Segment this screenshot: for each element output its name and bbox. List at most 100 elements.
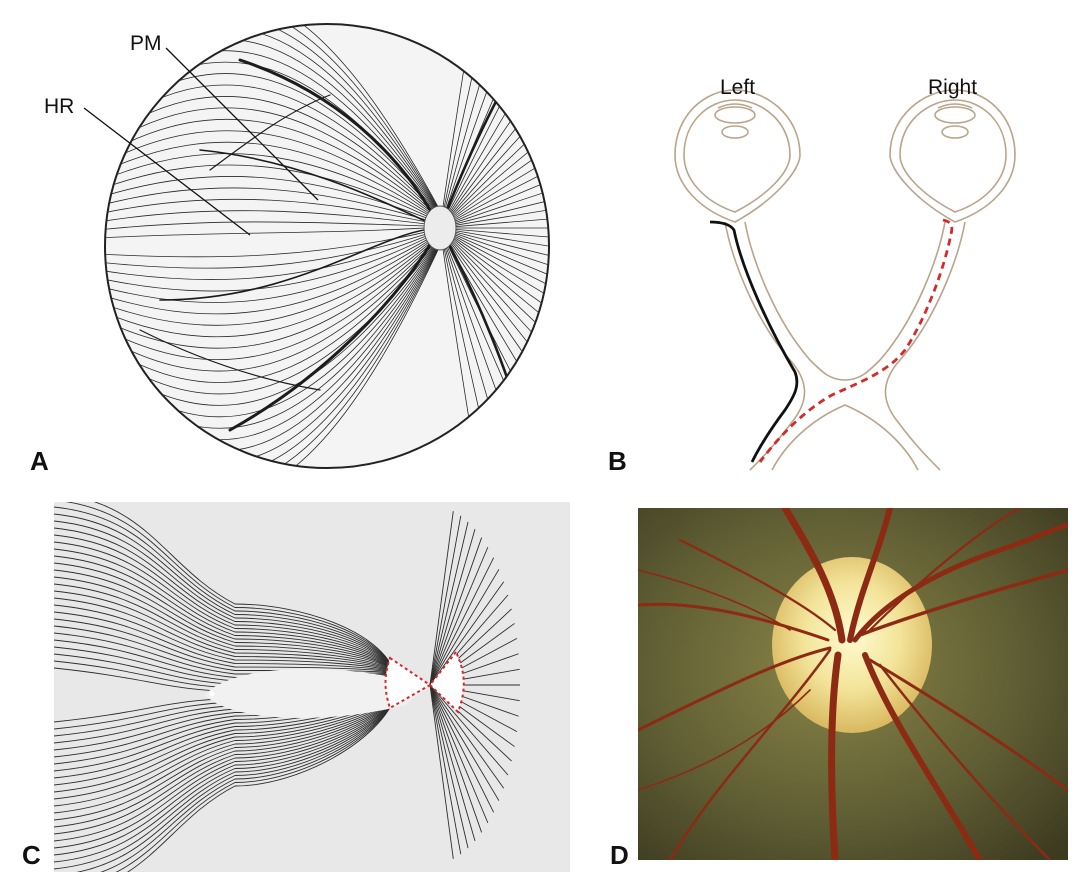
panel-d: D [580,490,1086,884]
hr-leader-line [83,107,251,236]
nerve-fiber [105,236,441,372]
nerve-fiber [429,684,469,849]
nerve-fiber [429,684,454,859]
panel-b: Left Right B [560,0,1086,480]
fundus-photo [638,508,1068,860]
fovea-dot [209,691,215,697]
nerve-fiber [439,227,549,389]
nerve-fiber [54,590,396,674]
nerve-fiber [64,502,396,674]
nerve-fiber [429,684,500,801]
nerve-fiber [54,583,396,674]
nerve-fiber [54,569,396,674]
nerve-fiber [54,527,396,674]
fundus-fiber-drawing [83,23,550,469]
optic-disc [423,205,457,251]
retinal-vessel [159,227,441,301]
nerve-fiber [105,210,441,226]
optic-disc-photo [772,557,932,733]
nerve-fiber [439,227,549,277]
nerve-fiber [429,528,476,686]
nerve-fiber [105,233,441,326]
nerve-fiber [54,696,396,814]
chiasm-diagram [674,89,1016,471]
nerve-fiber [439,164,549,229]
hr-label: HR [44,95,75,118]
nerve-fiber [105,164,441,223]
panel-c: C [0,490,580,884]
nerve-fiber [105,231,441,303]
nerve-fiber [54,696,396,835]
nerve-fiber [54,696,396,849]
right-eye [889,89,1016,223]
nerve-fiber [54,513,396,674]
retinal-vessel [209,94,331,171]
left-fiber-path [709,220,799,463]
retinal-vessels [638,508,1068,860]
nerve-fiber [439,227,549,364]
retinal-vessel [139,329,321,391]
nerve-fiber [54,696,396,870]
nerve-fiber [105,198,441,226]
foveal-zone [205,668,430,718]
nerve-fiber [54,597,396,674]
nerve-fiber [439,195,549,229]
right-eye-label: Right [928,76,978,99]
nerve-fiber [54,696,396,863]
nerve-fiber [54,548,396,674]
nerve-fiber [429,684,462,855]
nerve-fiber [429,684,505,789]
nerve-fiber [105,130,441,221]
nerve-fiber [105,107,441,219]
nerve-fiber [429,511,454,686]
nerve-fiber [105,235,441,361]
nerve-fiber [54,696,396,856]
nerve-fiber [54,541,396,674]
nerve-fiber [439,227,549,292]
nerve-fiber [429,515,462,686]
nerve-fiber [54,576,396,674]
nerve-fiber [429,684,483,833]
nerve-fiber [54,696,396,807]
nerve-fiber [54,696,396,821]
nerve-fiber [439,105,549,229]
nerve-fiber [439,79,549,229]
nerve-fiber [105,226,441,239]
nerve-fiber [439,227,549,337]
nerve-fiber [54,506,396,674]
retinal-vessel [238,58,442,230]
nerve-fiber [429,684,489,824]
nerve-fiber [439,227,549,261]
panel-letter-d: D [610,840,629,870]
panel-letter-b: B [608,446,627,476]
nerve-fiber [439,227,549,400]
retinal-vessel [228,226,442,432]
nerve-fiber [439,134,549,229]
nerve-fiber [439,92,549,229]
nerve-fiber [54,534,396,674]
nerve-fiber [105,229,441,269]
nerve-fiber [439,56,549,229]
nerve-outline-inner-left [744,221,946,381]
nerve-fiber [54,625,396,674]
right-fiber-path [758,218,954,463]
disc-wedge [384,650,465,714]
nerve-fiber [105,245,441,468]
nerve-fiber [429,521,469,686]
fiber-drawing-c [54,502,570,872]
nerve-fiber [76,696,396,872]
nerve-fiber [429,557,495,686]
retinal-vessel [199,149,441,229]
nerve-fiber [54,562,396,674]
nerve-fiber [54,611,396,674]
nerve-fiber [429,569,500,686]
nerve-fiber [105,230,441,292]
pm-label: PM [130,32,162,55]
chiasm-lower [771,404,919,471]
nerve-fiber [54,604,396,674]
nerve-outline-outer [724,221,806,471]
nerve-fiber [429,684,476,842]
nerve-fiber [105,153,441,222]
nerve-fiber [105,232,441,315]
nerve-fiber [429,537,483,686]
